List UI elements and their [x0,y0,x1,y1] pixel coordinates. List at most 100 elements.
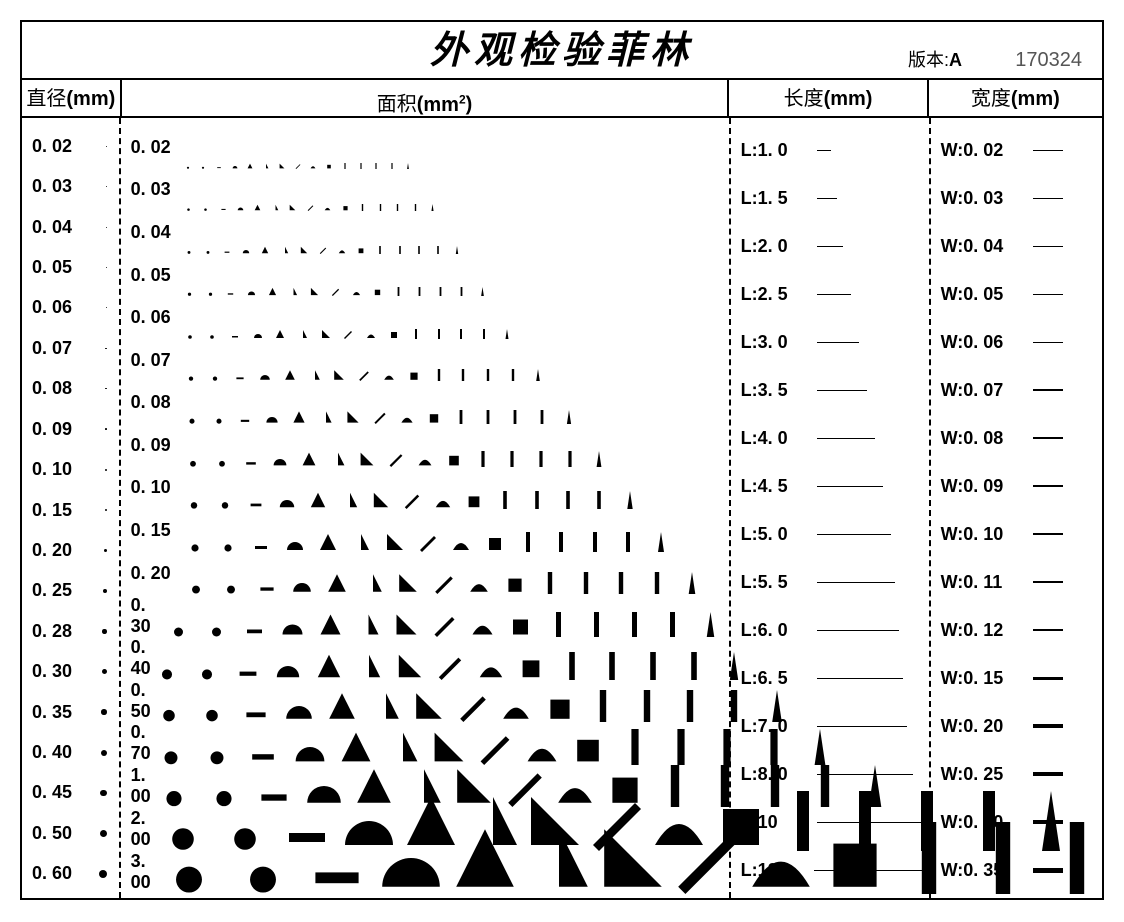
area-shape-vbar [412,204,419,211]
diameter-dot [100,830,107,837]
length-value: L:10 [741,812,811,833]
version-label: 版本:A [908,46,962,72]
width-bar [1033,724,1063,728]
area-shape-arc [375,822,447,894]
area-shapes [185,532,723,552]
area-shape-vbar [674,690,706,722]
area-shapes [185,329,723,339]
area-shape-arc-fill [468,572,490,594]
area-shape-vbar [456,329,466,339]
area-shape-hdash [234,652,262,680]
area-shape-tri-right [385,532,405,552]
inspection-sheet: 外观检验菲林 版本:A 170324 直径(mm) 面积(mm2) 长度(mm)… [20,20,1104,900]
area-shape-vbar [558,652,586,680]
area-shape-vbar [535,410,549,424]
area-shape-slash [388,451,404,467]
area-row: 0. 40 [127,637,723,680]
area-shape-tri-right [346,410,360,424]
header-width-label: 宽度 [971,88,1011,110]
area-shape-hdash [301,822,373,894]
diameter-row: 0. 07 [28,328,113,368]
area-row: 0. 10 [127,467,723,510]
area-shape-square [517,652,545,680]
length-row: L:8. 0 [737,750,923,798]
diameter-row: 0. 09 [28,409,113,449]
area-shape-arc [265,410,279,424]
area-shape-spike [502,329,512,339]
length-value: L:2. 0 [741,236,811,257]
area-shape-slash [343,329,353,339]
area-shape-vbar [454,410,468,424]
area-shape-vbar [507,369,519,381]
length-bar [817,198,837,199]
length-row: L:3. 0 [737,318,923,366]
area-shape-vbar [504,451,520,467]
length-row: L:4. 0 [737,414,923,462]
length-value: L:3. 5 [741,380,811,401]
length-bar [817,822,921,823]
length-value: L:5. 0 [741,524,811,545]
area-shape-vbar [646,572,668,594]
area-shape-dot [166,612,191,637]
length-value: L:6. 0 [741,620,811,641]
length-bar [814,870,922,871]
area-value: 0. 05 [127,265,183,286]
area-shape-slash [331,287,340,296]
area-row: 0. 70 [127,722,723,765]
area-shape-arc [253,329,263,339]
area-shape-tri-up-half [355,652,383,680]
area-shape-vbar [394,204,401,211]
area-shape-vbar [518,532,538,552]
area-shape-tri-up-half [309,369,321,381]
area-shape-vbar [562,451,578,467]
width-bar [1033,629,1063,632]
length-bar [817,534,891,535]
diameter-row: 0. 06 [28,288,113,328]
area-shape-vbar [394,287,403,296]
diameter-dot [105,388,107,390]
length-value: L:3. 0 [741,332,811,353]
area-shape-slash [457,690,489,722]
area-shape-vbar [587,690,619,722]
header-area-label: 面积 [377,94,417,116]
area-shape-slash [432,612,457,637]
length-row: L:5. 0 [737,510,923,558]
area-shape-vbar [528,491,546,509]
area-row: 0. 03 [127,169,723,212]
area-shape-vbar [457,369,469,381]
diameter-value: 0. 04 [32,217,72,238]
width-bar [1033,533,1063,535]
area-shape-square [389,329,399,339]
area-value: 0. 50 [127,680,151,722]
width-row: W:0. 11 [937,558,1096,606]
length-value: L:7. 0 [741,716,811,737]
area-shape-vbar [496,491,514,509]
length-column: L:1. 0L:1. 5L:2. 0L:2. 5L:3. 0L:3. 5L:4.… [731,118,931,898]
area-shape-dot [204,612,229,637]
area-column: 0. 020. 030. 040. 050. 060. 070. 080. 09… [121,118,731,898]
diameter-value: 0. 09 [32,419,72,440]
area-shape-hdash [245,729,281,765]
area-shape-vbar [482,369,494,381]
area-shape-dot [153,652,181,680]
width-value: W:0. 15 [941,668,1027,689]
area-row: 0. 09 [127,424,723,467]
area-shape-arc [283,690,315,722]
header-length: 长度(mm) [729,80,928,116]
diameter-value: 0. 05 [32,257,72,278]
header-length-unit: (mm) [824,88,873,110]
diameter-value: 0. 30 [32,661,72,682]
area-shape-dot [153,690,185,722]
area-shape-arc-fill [383,369,395,381]
diameter-row: 0. 08 [28,369,113,409]
area-shape-arc-fill [324,204,331,211]
area-shape-tri-up [254,204,261,211]
header-width: 宽度(mm) [929,80,1102,116]
area-shape-vbar [436,287,445,296]
diameter-column: 0. 020. 030. 040. 050. 060. 070. 080. 09… [22,118,121,898]
diameter-value: 0. 35 [32,702,72,723]
area-shape-dot [185,451,201,467]
header-area-unit: (mm2) [417,94,473,116]
area-shape-tri-right [413,690,445,722]
diameter-value: 0. 15 [32,500,72,521]
